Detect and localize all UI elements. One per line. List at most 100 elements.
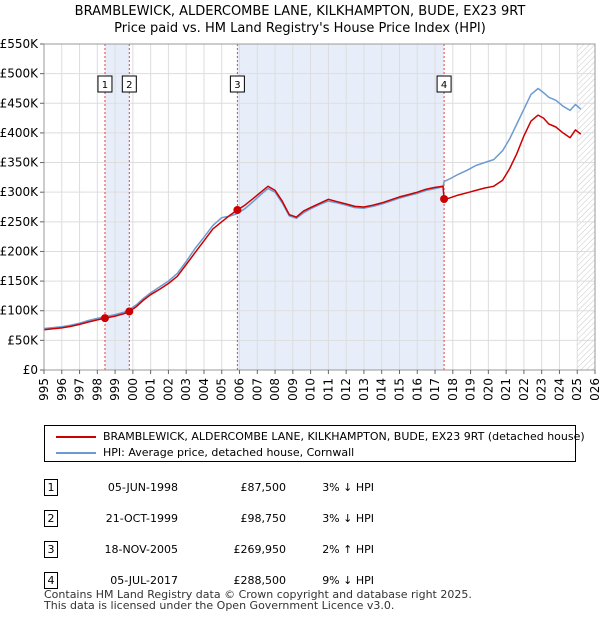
sales-table: 1 05-JUN-1998 £87,500 3% ↓ HPI 2 21-OCT-… <box>44 472 374 596</box>
footer: Contains HM Land Registry data © Crown c… <box>44 589 472 611</box>
x-tick-label: 2023 <box>535 378 549 400</box>
y-tick-label: £450K <box>0 96 39 110</box>
sale-points-layer <box>100 194 449 323</box>
sale-point <box>100 314 109 323</box>
y-tick-label: £300K <box>0 185 39 199</box>
sale-price: £98,750 <box>240 512 287 525</box>
y-tick-label: £350K <box>0 156 39 170</box>
x-tick-label: 2012 <box>339 378 353 400</box>
y-tick-label: £550K <box>0 37 39 51</box>
x-axis-ticks: 1995 1996 1997 1998 1999 2000 2001 2002 2003 2004… <box>37 370 600 400</box>
sale-number-badge: 1 <box>44 479 58 496</box>
legend-label-property: BRAMBLEWICK, ALDERCOMBE LANE, KILKHAMPTO… <box>103 430 585 443</box>
y-tick-label: £50K <box>7 333 39 347</box>
sale-number-badge: 4 <box>44 572 58 589</box>
x-tick-label: 2000 <box>126 378 140 400</box>
table-row: 1 05-JUN-1998 £87,500 3% ↓ HPI <box>44 472 374 503</box>
x-tick-label: 2014 <box>375 378 389 400</box>
x-tick-label: 2015 <box>392 378 406 400</box>
footer-licence: This data is licensed under the Open Gov… <box>44 599 395 612</box>
sale-marker-box <box>121 75 137 93</box>
legend-label-hpi: HPI: Average price, detached house, Corn… <box>103 446 355 459</box>
y-tick-label: £150K <box>0 274 39 288</box>
x-tick-label: 2020 <box>481 378 495 400</box>
table-row: 4 05-JUL-2017 £288,500 9% ↓ HPI <box>44 565 374 596</box>
x-tick-label: 1995 <box>37 378 51 400</box>
sale-marker-labels: 1 2 3 4 <box>97 75 452 93</box>
sale-hpi-diff: 9% ↓ HPI <box>322 574 374 587</box>
y-tick-label: £400K <box>0 126 39 140</box>
x-tick-label: 2013 <box>357 378 371 400</box>
x-tick-label: 1998 <box>90 378 104 400</box>
x-tick-label: 2010 <box>304 378 318 400</box>
sale-price: £87,500 <box>240 481 287 494</box>
x-tick-label: 2026 <box>588 378 600 400</box>
sale-period-shading <box>237 44 445 370</box>
y-tick-label: £200K <box>0 244 39 258</box>
x-tick-label: 2016 <box>410 378 424 400</box>
sale-price: £288,500 <box>233 574 287 587</box>
x-tick-label: 2007 <box>250 378 264 400</box>
x-tick-label: 2011 <box>321 378 335 400</box>
sale-marker-label: 1 <box>102 80 108 91</box>
forecast-hatch <box>577 44 595 370</box>
sale-marker-box <box>97 75 113 93</box>
y-tick-label: £500K <box>0 67 39 81</box>
table-row: 2 21-OCT-1999 £98,750 3% ↓ HPI <box>44 503 374 534</box>
sale-hpi-diff: 2% ↑ HPI <box>322 543 374 556</box>
sale-point <box>440 194 449 203</box>
legend-swatch-hpi <box>56 452 96 454</box>
sale-date: 05-JUL-2017 <box>110 574 178 587</box>
sale-period-shading <box>104 44 130 370</box>
sale-marker-label: 2 <box>126 80 132 91</box>
series-line <box>44 114 582 331</box>
chart-title-line-1: BRAMBLEWICK, ALDERCOMBE LANE, KILKHAMPTO… <box>74 4 526 19</box>
sale-date: 05-JUN-1998 <box>107 481 178 494</box>
plot-border <box>43 43 596 371</box>
series-line <box>44 87 582 330</box>
grid-layer <box>43 43 596 371</box>
x-tick-label: 2002 <box>161 378 175 400</box>
sale-price: £269,950 <box>233 543 287 556</box>
sale-marker-box <box>436 75 452 93</box>
x-tick-label: 2019 <box>464 378 478 400</box>
sale-number-badge: 3 <box>44 541 58 558</box>
sale-point <box>125 307 134 316</box>
x-tick-label: 2024 <box>552 378 566 400</box>
x-tick-label: 1999 <box>108 378 122 400</box>
x-tick-label: 2003 <box>179 378 193 400</box>
sale-hpi-diff: 3% ↓ HPI <box>322 481 374 494</box>
y-tick-label: £100K <box>0 304 39 318</box>
footer-copyright: Contains HM Land Registry data © Crown c… <box>44 588 472 601</box>
x-tick-label: 2025 <box>570 378 584 400</box>
sale-number-badge: 2 <box>44 510 58 527</box>
x-tick-label: 1996 <box>55 378 69 400</box>
x-tick-label: 1997 <box>73 378 87 400</box>
sale-marker-label: 3 <box>234 80 240 91</box>
y-axis-ticks: £0 £50K £100K £150K £200K £250K £300K £350K £400… <box>0 37 44 377</box>
x-tick-label: 2005 <box>215 378 229 400</box>
sale-marker-label: 4 <box>441 80 447 91</box>
sale-hpi-diff: 3% ↓ HPI <box>322 512 374 525</box>
x-tick-label: 2021 <box>499 378 513 400</box>
x-tick-label: 2009 <box>286 378 300 400</box>
sale-date: 18-NOV-2005 <box>104 543 178 556</box>
x-tick-label: 2001 <box>144 378 158 400</box>
x-tick-label: 2018 <box>446 378 460 400</box>
x-tick-label: 2006 <box>233 378 247 400</box>
x-tick-label: 2017 <box>428 378 442 400</box>
chart-title-line-2: Price paid vs. HM Land Registry's House … <box>114 21 486 36</box>
table-row: 3 18-NOV-2005 £269,950 2% ↑ HPI <box>44 534 374 565</box>
y-tick-label: £250K <box>0 215 39 229</box>
price-chart: 1 2 3 4 £0 £50K £100K £150K £200K £250K £300K £350… <box>0 37 600 400</box>
x-tick-label: 2022 <box>517 378 531 400</box>
x-tick-label: 2004 <box>197 378 211 400</box>
legend-swatch-property <box>56 436 96 438</box>
y-tick-label: £0 <box>23 363 38 377</box>
series-layer <box>44 87 582 331</box>
sale-marker-box <box>229 75 245 93</box>
sale-date: 21-OCT-1999 <box>105 512 178 525</box>
x-tick-label: 2008 <box>268 378 282 400</box>
sale-point <box>233 205 242 214</box>
sale-shading-layer <box>104 44 595 370</box>
